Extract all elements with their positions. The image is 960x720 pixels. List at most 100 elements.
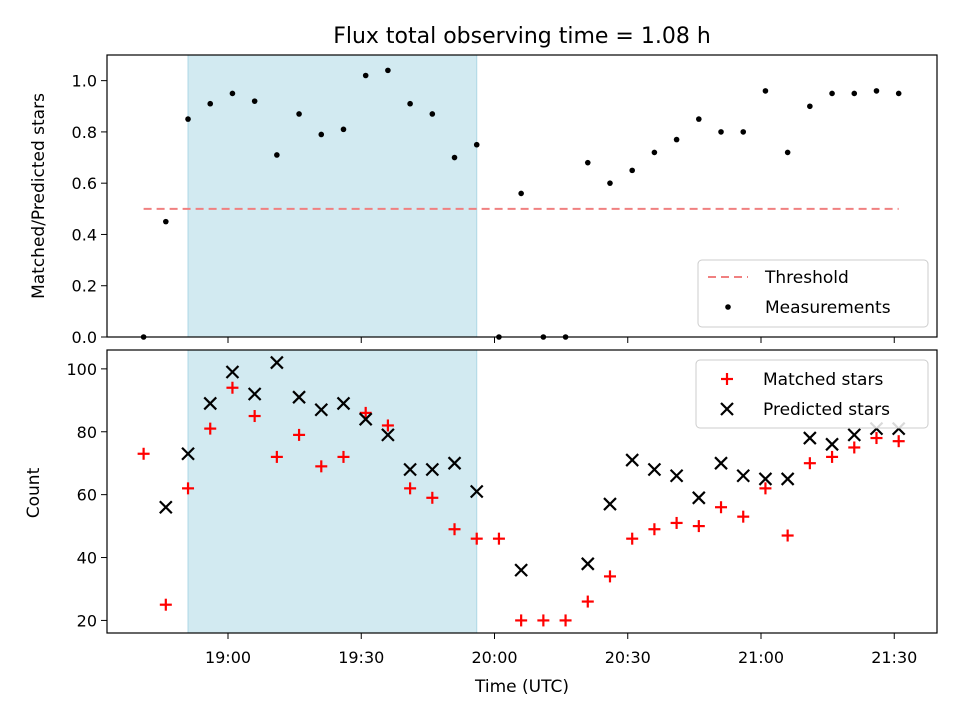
- matched-star-point: [537, 614, 550, 627]
- matched-star-point: [848, 441, 861, 454]
- predicted-star-point: [381, 428, 395, 442]
- predicted-star-point: [669, 468, 684, 483]
- measurement-point: [829, 90, 835, 97]
- x-axis-label: Time (UTC): [474, 677, 569, 697]
- matched-star-point: [448, 523, 461, 536]
- matched-star-point: [470, 532, 483, 545]
- predicted-star-point: [514, 563, 528, 577]
- measurement-point: [362, 72, 369, 79]
- measurement-point: [274, 152, 280, 158]
- predicted-star-point: [247, 387, 262, 401]
- top-y-tick-label: 0.6: [72, 174, 97, 193]
- matched-star-point: [670, 516, 683, 529]
- measurement-point: [251, 98, 258, 104]
- measurement-point: [807, 103, 813, 110]
- predicted-star-point: [336, 396, 351, 411]
- matched-star-point: [293, 428, 306, 441]
- measurement-point: [385, 67, 391, 74]
- predicted-star-point: [203, 396, 218, 411]
- measurement-point: [718, 129, 724, 135]
- matched-star-point: [626, 532, 639, 545]
- measurement-point: [696, 116, 702, 122]
- legend-measurement-swatch: [725, 304, 731, 310]
- measurement-point: [185, 116, 191, 122]
- measurement-point: [673, 136, 680, 143]
- measurement-point: [451, 154, 458, 161]
- x-tick-label: 19:00: [205, 648, 251, 667]
- bottom-y-tick-label: 60: [77, 486, 97, 505]
- predicted-star-point: [714, 456, 728, 470]
- predicted-star-point: [803, 431, 817, 445]
- bottom-plot-frame: [106, 349, 938, 634]
- legend-predicted-swatch: [720, 402, 734, 416]
- matched-star-point: [715, 501, 728, 514]
- x-tick-label: 21:00: [738, 648, 784, 667]
- x-tick-label: 19:30: [338, 648, 384, 667]
- measurement-point: [895, 90, 902, 97]
- top-legend-box: [697, 259, 929, 328]
- top-y-tick-label: 0.4: [72, 225, 97, 244]
- figure-title: Flux total observing time = 1.08 h: [333, 24, 711, 49]
- matched-star-point: [803, 457, 816, 470]
- measurement-point: [762, 88, 769, 94]
- matched-star-point: [870, 432, 883, 445]
- matched-star-point: [737, 510, 750, 523]
- bottom-legend-box: [695, 359, 929, 429]
- top-shaded-interval: [187, 54, 478, 338]
- matched-star-point: [315, 460, 328, 473]
- matched-star-point: [648, 523, 661, 536]
- bottom-y-axis-label: Count: [24, 467, 44, 518]
- top-y-tick-label: 0.8: [72, 123, 97, 142]
- measurement-point: [229, 90, 236, 97]
- legend-threshold-label: Threshold: [764, 268, 849, 288]
- measurement-point: [207, 100, 214, 107]
- predicted-star-point: [625, 453, 639, 467]
- matched-star-point: [381, 419, 394, 432]
- top-panel: 0.0 0.2 0.4 0.6 0.8 1.0 Threshold Measurements: [72, 54, 938, 347]
- matched-star-point: [826, 450, 839, 463]
- predicted-star-point: [292, 390, 306, 404]
- measurement-point: [629, 167, 635, 174]
- top-legend: Threshold Measurements: [697, 259, 929, 328]
- predicted-star-point: [270, 355, 284, 370]
- predicted-star-point: [603, 497, 617, 511]
- matched-star-point: [226, 381, 239, 394]
- matched-star-point: [404, 482, 417, 495]
- bottom-y-tick-label: 40: [77, 549, 97, 568]
- matched-star-point: [159, 598, 172, 611]
- matched-star-point: [515, 614, 528, 627]
- measurement-point: [429, 111, 436, 117]
- predicted-star-point: [225, 365, 240, 379]
- matched-star-point: [137, 447, 150, 460]
- predicted-star-point: [758, 472, 773, 486]
- measurement-point: [784, 149, 791, 156]
- matched-star-point: [492, 532, 505, 545]
- top-y-tick-label: 1.0: [72, 72, 97, 91]
- top-y-tick-label: 0.2: [72, 277, 97, 296]
- predicted-star-point: [403, 462, 417, 477]
- measurement-point: [473, 141, 480, 148]
- top-y-tick-label: 0.0: [72, 328, 97, 347]
- matched-star-point: [337, 450, 350, 463]
- bottom-shaded-interval: [187, 349, 478, 634]
- x-tick-label: 20:30: [605, 648, 651, 667]
- predicted-star-point: [159, 500, 173, 515]
- legend-matched-label: Matched stars: [763, 370, 883, 390]
- matched-star-point: [892, 435, 905, 448]
- predicted-star-point: [780, 472, 795, 486]
- predicted-star-point: [692, 491, 706, 505]
- predicted-star-point: [580, 557, 595, 571]
- top-y-axis-label: Matched/Predicted stars: [29, 93, 49, 299]
- matched-star-point: [692, 520, 705, 533]
- matched-star-point: [204, 422, 217, 435]
- bottom-y-tick-label: 100: [66, 360, 97, 379]
- matched-star-point: [182, 482, 195, 495]
- matched-star-point: [248, 410, 261, 423]
- legend-matched-swatch: [721, 373, 733, 385]
- bottom-y-tick-label: 20: [77, 611, 97, 630]
- matched-star-point: [359, 406, 372, 419]
- measurement-point: [740, 129, 747, 135]
- matched-star-point: [759, 482, 772, 495]
- measurement-point: [407, 100, 413, 107]
